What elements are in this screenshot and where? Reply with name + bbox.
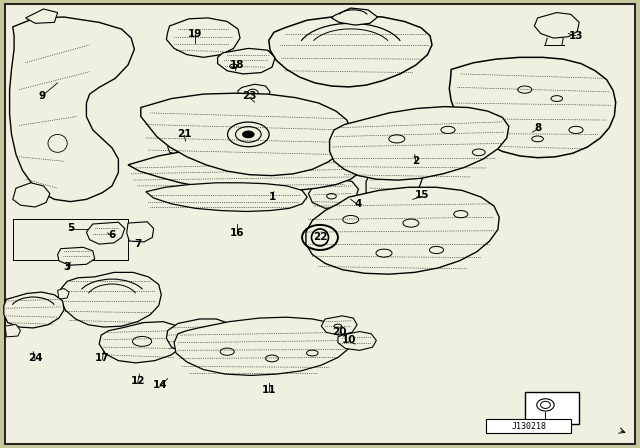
Ellipse shape [243, 131, 254, 138]
Text: 6: 6 [108, 230, 116, 240]
Polygon shape [5, 324, 20, 337]
Polygon shape [166, 18, 240, 57]
Text: 23: 23 [243, 91, 257, 101]
Text: 1: 1 [268, 192, 276, 202]
Polygon shape [166, 319, 234, 354]
Text: 3: 3 [63, 262, 71, 271]
Text: 2: 2 [412, 156, 420, 166]
Text: 17: 17 [95, 353, 109, 363]
Bar [486, 419, 571, 433]
Text: 10: 10 [342, 336, 356, 345]
Polygon shape [306, 187, 499, 274]
Text: 24: 24 [28, 353, 42, 363]
Polygon shape [168, 142, 189, 155]
Polygon shape [141, 93, 351, 176]
Text: J130218: J130218 [511, 422, 546, 431]
Polygon shape [330, 107, 509, 180]
Polygon shape [4, 292, 64, 328]
Polygon shape [174, 317, 353, 375]
Polygon shape [99, 322, 186, 363]
Text: 19: 19 [188, 29, 202, 39]
Polygon shape [534, 13, 579, 38]
Text: 15: 15 [415, 190, 429, 200]
Text: 16: 16 [230, 228, 244, 238]
Polygon shape [10, 17, 134, 202]
Text: 18: 18 [230, 60, 244, 70]
Text: 12: 12 [131, 376, 145, 386]
Polygon shape [61, 272, 161, 327]
Text: 8: 8 [534, 123, 541, 133]
Text: 21: 21 [177, 129, 191, 139]
Polygon shape [86, 222, 125, 244]
Text: 5: 5 [67, 224, 74, 233]
Polygon shape [238, 84, 270, 102]
Polygon shape [127, 222, 154, 242]
Text: 9: 9 [38, 91, 45, 101]
Polygon shape [128, 146, 360, 192]
Polygon shape [332, 8, 378, 25]
Polygon shape [308, 179, 358, 208]
Polygon shape [218, 48, 275, 74]
Polygon shape [163, 113, 198, 144]
Text: 4: 4 [355, 199, 362, 209]
Text: 22: 22 [313, 233, 327, 242]
Polygon shape [146, 183, 307, 211]
Polygon shape [321, 316, 357, 335]
Polygon shape [338, 332, 376, 350]
Polygon shape [58, 247, 95, 265]
Text: 11: 11 [262, 385, 276, 395]
Text: 14: 14 [153, 380, 167, 390]
Polygon shape [58, 289, 69, 299]
Text: 7: 7 [134, 239, 141, 249]
Polygon shape [449, 57, 616, 158]
Polygon shape [269, 16, 432, 87]
Polygon shape [366, 162, 424, 205]
Polygon shape [13, 183, 50, 207]
Polygon shape [26, 9, 58, 23]
Bar [525, 392, 579, 424]
Text: 20: 20 [332, 327, 346, 336]
Text: 13: 13 [569, 31, 583, 41]
